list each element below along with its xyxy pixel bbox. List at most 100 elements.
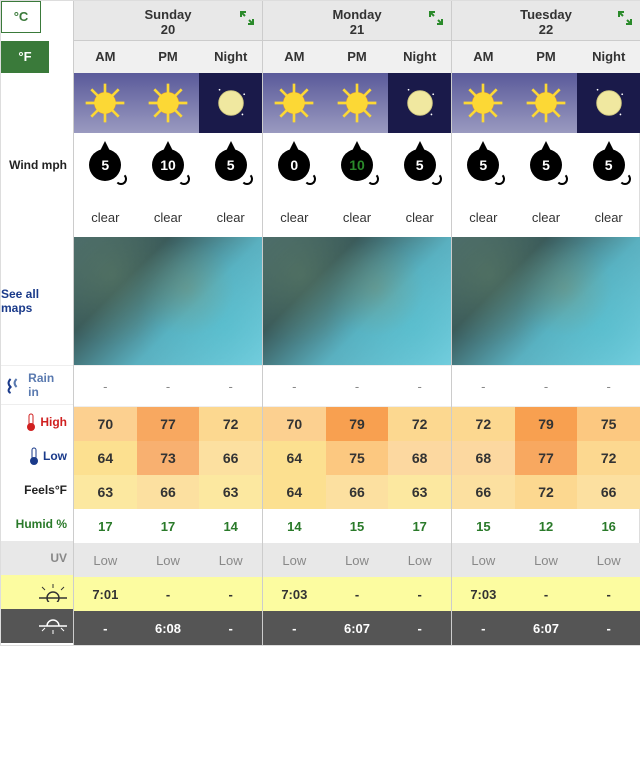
low-cell: 68 [452,441,515,475]
sunrise-cell: - [515,577,578,611]
day-date: 21 [263,22,451,37]
day-header: Tuesday22 [452,1,640,41]
low-cell: 64 [263,441,326,475]
thermometer-high-icon [26,412,36,432]
weather-icon-cell [388,73,451,133]
period-header: AM [263,41,326,73]
wind-cell: 5 [74,133,137,197]
weather-icon-cell [74,73,137,133]
humid-label: Humid % [1,507,73,541]
period-header: PM [137,41,200,73]
sunset-cell: 6:08 [137,611,200,645]
feels-cell: 72 [515,475,578,509]
wind-cell: 10 [137,133,200,197]
feels-cell: 66 [326,475,389,509]
sunset-label [1,609,73,643]
weather-icon-cell [137,73,200,133]
period-header: AM [74,41,137,73]
high-cell: 72 [199,407,262,441]
wind-badge: 5 [467,149,499,181]
low-cell: 66 [199,441,262,475]
high-cell: 79 [515,407,578,441]
wind-badge: 5 [89,149,121,181]
wind-cell: 0 [263,133,326,197]
day-name: Sunday [74,7,262,22]
low-label: Low [1,439,73,473]
sunrise-cell: 7:01 [74,577,137,611]
sunset-cell: - [452,611,515,645]
high-cell: 75 [577,407,640,441]
wind-badge: 10 [341,149,373,181]
period-header: Night [199,41,262,73]
uv-cell: Low [199,543,262,577]
rain-cell: - [326,366,389,406]
spacer-cond-row [1,197,73,237]
sunrise-cell: - [137,577,200,611]
day-name: Monday [263,7,451,22]
label-column: °C °F Wind mph See all maps Rain in High… [1,1,73,645]
rain-cell: - [515,366,578,406]
high-cell: 72 [388,407,451,441]
expand-icon[interactable] [618,11,632,28]
wind-badge: 10 [152,149,184,181]
humid-cell: 12 [515,509,578,543]
wind-cell: 10 [326,133,389,197]
uv-cell: Low [452,543,515,577]
unit-fahrenheit-button[interactable]: °F [1,41,49,73]
unit-celsius-button[interactable]: °C [1,1,41,33]
sunrise-cell: 7:03 [452,577,515,611]
wind-badge: 5 [593,149,625,181]
expand-icon[interactable] [240,11,254,28]
feels-cell: 64 [263,475,326,509]
weather-icon-cell [577,73,640,133]
high-cell: 77 [137,407,200,441]
feels-cell: 66 [577,475,640,509]
wind-badge: 0 [278,149,310,181]
humid-cell: 14 [263,509,326,543]
humid-cell: 16 [577,509,640,543]
rain-cell: - [199,366,262,406]
unit-toggle: °C °F [1,1,73,73]
sunrise-label [1,575,73,609]
sunset-cell: - [199,611,262,645]
uv-cell: Low [577,543,640,577]
day-header: Sunday20 [74,1,262,41]
condition-cell: clear [577,197,640,237]
sunset-cell: 6:07 [326,611,389,645]
uv-cell: Low [326,543,389,577]
rain-cell: - [74,366,137,406]
maps-link[interactable]: See all maps [1,237,73,365]
map-thumbnail[interactable] [452,237,640,365]
sunrise-cell: - [577,577,640,611]
period-header: PM [326,41,389,73]
condition-cell: clear [263,197,326,237]
sunset-cell: - [263,611,326,645]
low-cell: 64 [74,441,137,475]
condition-cell: clear [199,197,262,237]
map-thumbnail[interactable] [74,237,262,365]
day-name: Tuesday [452,7,640,22]
high-cell: 72 [452,407,515,441]
sunrise-icon [39,582,67,602]
uv-cell: Low [388,543,451,577]
condition-cell: clear [515,197,578,237]
humid-cell: 17 [388,509,451,543]
rain-cell: - [577,366,640,406]
wind-badge: 5 [215,149,247,181]
wind-cell: 5 [452,133,515,197]
condition-cell: clear [137,197,200,237]
map-thumbnail[interactable] [263,237,451,365]
uv-label: UV [1,541,73,575]
day-header: Monday21 [263,1,451,41]
humid-cell: 15 [452,509,515,543]
expand-icon[interactable] [429,11,443,28]
wind-cell: 5 [388,133,451,197]
sunset-cell: - [74,611,137,645]
uv-cell: Low [137,543,200,577]
sunrise-cell: 7:03 [263,577,326,611]
day-column: Sunday20AMPMNight5105clearclearclear---7… [73,1,262,645]
condition-cell: clear [452,197,515,237]
high-cell: 70 [74,407,137,441]
forecast-table: °C °F Wind mph See all maps Rain in High… [0,0,640,646]
low-cell: 77 [515,441,578,475]
